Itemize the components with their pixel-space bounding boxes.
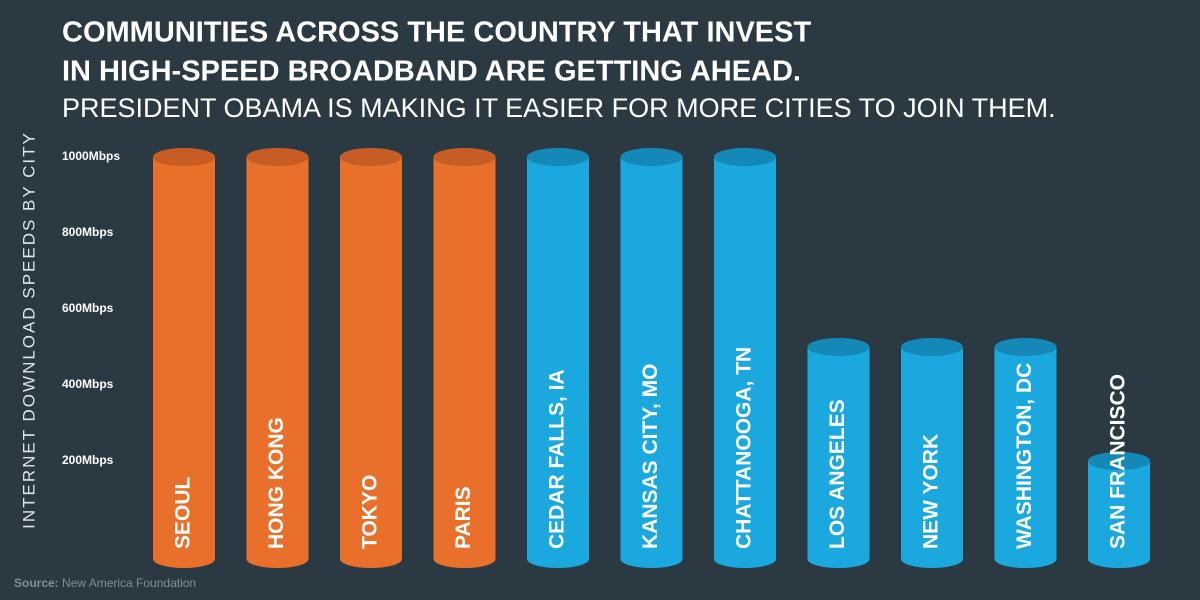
bar-label: TOKYO — [359, 475, 382, 549]
y-tick-label: 400Mbps — [62, 377, 114, 391]
bar-top — [620, 148, 683, 166]
bar-label: PARIS — [452, 486, 475, 549]
bar-top — [994, 338, 1057, 356]
bar-label: CEDAR FALLS, IA — [546, 369, 569, 549]
bar-top — [714, 148, 776, 166]
bar-top — [340, 148, 402, 166]
bar-label: NEW YORK — [920, 434, 943, 549]
bar — [714, 157, 776, 559]
bar-top — [246, 148, 309, 166]
bar-top — [901, 338, 963, 356]
bar-label: CHATTANOOGA, TN — [733, 347, 756, 549]
bar — [901, 347, 963, 559]
bar-label: HONG KONG — [265, 417, 288, 549]
source-text: New America Foundation — [62, 576, 196, 590]
y-axis-label: INTERNET DOWNLOAD SPEEDS BY CITY — [19, 131, 38, 529]
source: Source: New America Foundation — [14, 576, 196, 590]
bar-label: LOS ANGELES — [826, 399, 849, 549]
y-tick-label: 600Mbps — [62, 301, 114, 315]
bar — [807, 347, 870, 559]
bar-label: SEOUL — [172, 476, 195, 549]
chart-title: COMMUNITIES ACROSS THE COUNTRY THAT INVE… — [62, 17, 811, 49]
bar-label: SAN FRANCISCO — [1107, 374, 1130, 549]
bar-top — [527, 148, 589, 166]
bar-top — [1088, 452, 1150, 470]
bar-top — [153, 148, 215, 166]
y-tick-label: 1000Mbps — [62, 149, 120, 163]
chart-subtitle: PRESIDENT OBAMA IS MAKING IT EASIER FOR … — [62, 93, 1056, 123]
bar — [1088, 461, 1150, 559]
bar-top — [433, 148, 496, 166]
bar — [994, 347, 1057, 559]
bar — [433, 157, 496, 559]
bar-top — [807, 338, 870, 356]
bar-label: KANSAS CITY, MO — [639, 363, 662, 549]
source-label: Source: — [14, 576, 59, 590]
bar — [153, 157, 215, 559]
bar — [246, 157, 309, 559]
bar — [620, 157, 683, 559]
bar-label: WASHINGTON, DC — [1013, 363, 1036, 549]
y-tick-label: 800Mbps — [62, 225, 114, 239]
y-tick-label: 200Mbps — [62, 453, 114, 467]
chart-title: IN HIGH-SPEED BROADBAND ARE GETTING AHEA… — [62, 56, 801, 88]
bar — [340, 157, 402, 559]
bar — [527, 157, 589, 559]
